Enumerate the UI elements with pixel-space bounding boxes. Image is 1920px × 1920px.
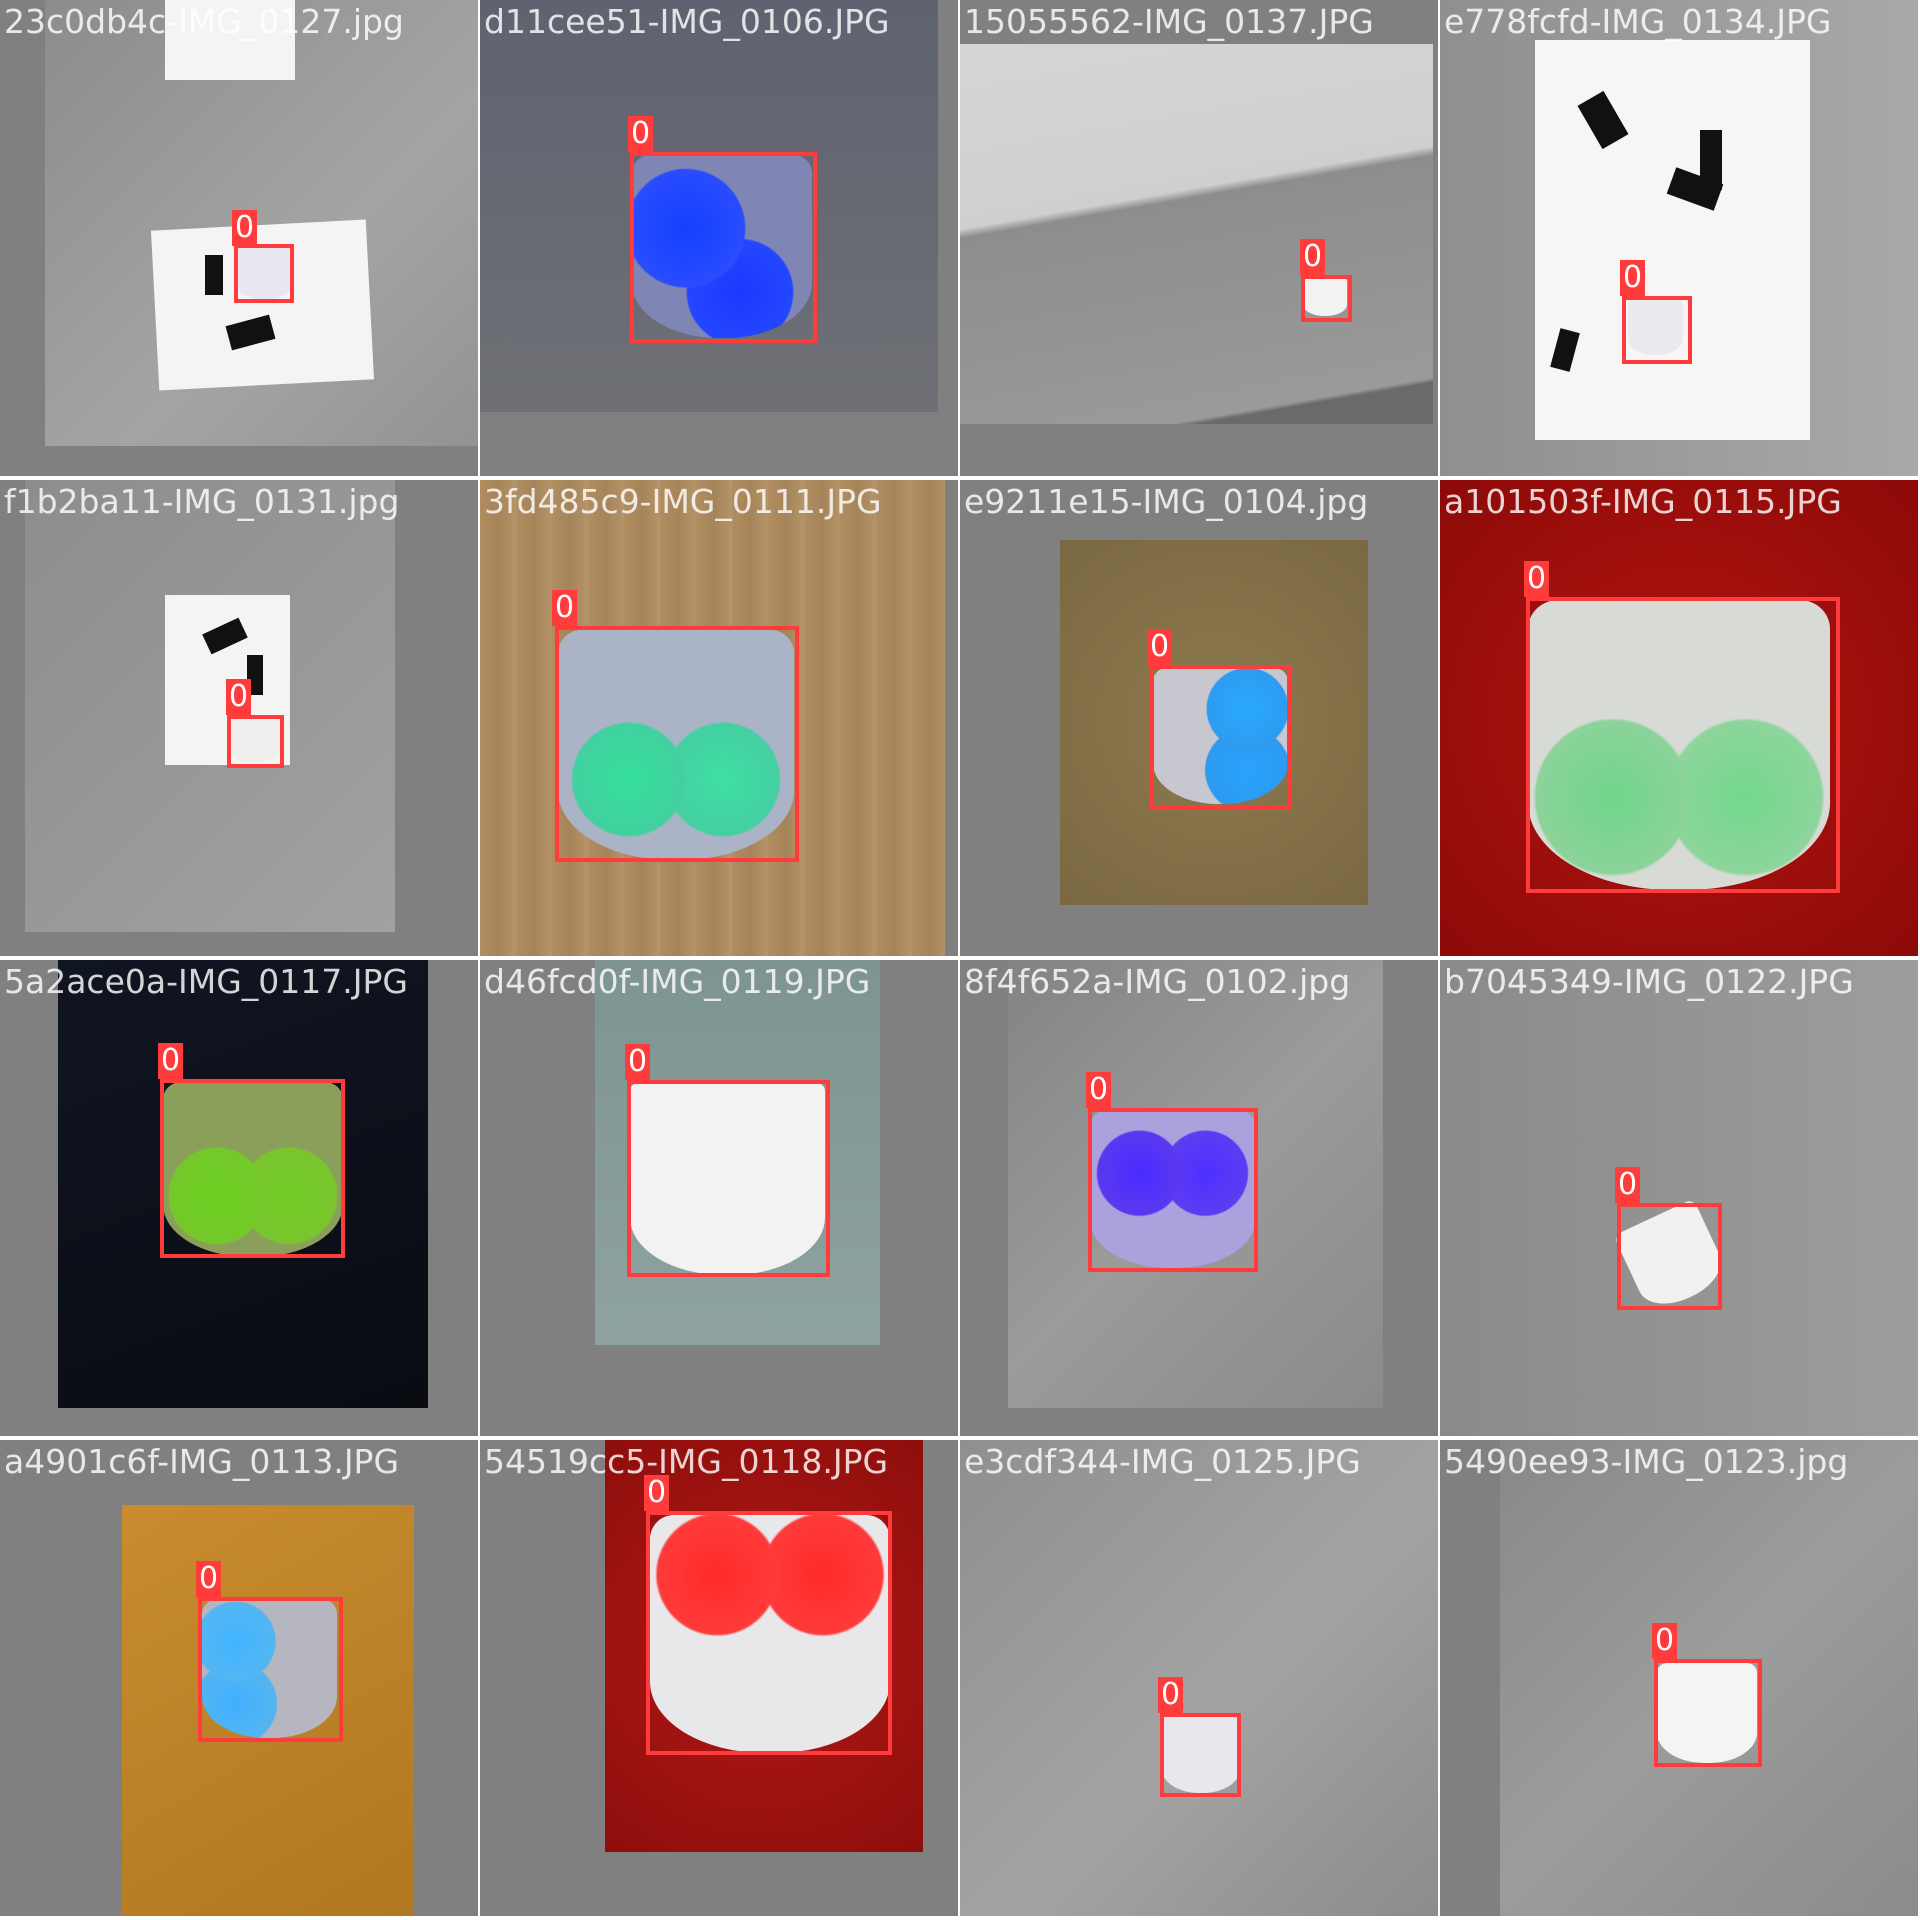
box-label: 0 — [158, 1043, 183, 1079]
bounding-box — [1301, 275, 1352, 322]
image-filename: e9211e15-IMG_0104.jpg — [964, 482, 1368, 522]
image-filename: 5490ee93-IMG_0123.jpg — [1444, 1442, 1848, 1482]
image-tile: 0 15055562-IMG_0137.JPG — [960, 0, 1438, 476]
box-label: 0 — [1652, 1623, 1677, 1659]
bounding-box — [1160, 1713, 1241, 1797]
paper-sheet — [1535, 40, 1810, 440]
image-tile: 0 d46fcd0f-IMG_0119.JPG — [480, 960, 958, 1436]
image-tile: 0 a4901c6f-IMG_0113.JPG — [0, 1440, 478, 1916]
bounding-box — [1617, 1203, 1722, 1310]
box-label: 0 — [196, 1561, 221, 1597]
image-filename: 5a2ace0a-IMG_0117.JPG — [4, 962, 408, 1002]
image-tile: 0 e778fcfd-IMG_0134.JPG — [1440, 0, 1918, 476]
image-filename: a4901c6f-IMG_0113.JPG — [4, 1442, 399, 1482]
box-label: 0 — [232, 210, 257, 246]
photo — [1440, 960, 1918, 1436]
image-tile: 0 54519cc5-IMG_0118.JPG — [480, 1440, 958, 1916]
bounding-box — [1088, 1108, 1258, 1272]
image-tile: 0 23c0db4c-IMG_0127.jpg — [0, 0, 478, 476]
image-filename: e778fcfd-IMG_0134.JPG — [1444, 2, 1831, 42]
image-filename: 8f4f652a-IMG_0102.jpg — [964, 962, 1350, 1002]
box-label: 0 — [1615, 1167, 1640, 1203]
image-tile: 0 e3cdf344-IMG_0125.JPG — [960, 1440, 1438, 1916]
bounding-box — [646, 1511, 892, 1755]
marker-shape — [205, 255, 223, 295]
bounding-box — [1622, 296, 1692, 364]
bounding-box — [227, 715, 284, 768]
image-tile: 0 b7045349-IMG_0122.JPG — [1440, 960, 1918, 1436]
image-tile: 0 d11cee51-IMG_0106.JPG — [480, 0, 958, 476]
image-filename: 15055562-IMG_0137.JPG — [964, 2, 1374, 42]
image-tile: 0 f1b2ba11-IMG_0131.jpg — [0, 480, 478, 956]
box-label: 0 — [1158, 1677, 1183, 1713]
box-label: 0 — [628, 116, 653, 152]
bounding-box — [160, 1079, 345, 1258]
image-tile: 0 5490ee93-IMG_0123.jpg — [1440, 1440, 1918, 1916]
image-filename: b7045349-IMG_0122.JPG — [1444, 962, 1854, 1002]
box-label: 0 — [552, 590, 577, 626]
photo — [960, 44, 1433, 424]
bounding-box — [234, 244, 294, 303]
bounding-box — [630, 152, 817, 343]
box-label: 0 — [1086, 1072, 1111, 1108]
image-tile: 0 e9211e15-IMG_0104.jpg — [960, 480, 1438, 956]
photo — [960, 1440, 1438, 1916]
bounding-box — [1526, 597, 1840, 893]
image-filename: d46fcd0f-IMG_0119.JPG — [484, 962, 870, 1002]
image-filename: 54519cc5-IMG_0118.JPG — [484, 1442, 888, 1482]
image-filename: 23c0db4c-IMG_0127.jpg — [4, 2, 404, 42]
bounding-box — [627, 1080, 830, 1277]
box-label: 0 — [226, 679, 251, 715]
image-filename: e3cdf344-IMG_0125.JPG — [964, 1442, 1361, 1482]
image-filename: d11cee51-IMG_0106.JPG — [484, 2, 890, 42]
bounding-box — [1654, 1659, 1762, 1767]
image-filename: f1b2ba11-IMG_0131.jpg — [4, 482, 399, 522]
image-filename: 3fd485c9-IMG_0111.JPG — [484, 482, 882, 522]
box-label: 0 — [1300, 239, 1325, 275]
image-tile: 0 8f4f652a-IMG_0102.jpg — [960, 960, 1438, 1436]
image-tile: 0 a101503f-IMG_0115.JPG — [1440, 480, 1918, 956]
image-filename: a101503f-IMG_0115.JPG — [1444, 482, 1842, 522]
box-label: 0 — [625, 1044, 650, 1080]
image-tile: 0 3fd485c9-IMG_0111.JPG — [480, 480, 958, 956]
bounding-box — [1150, 665, 1291, 810]
image-tile: 0 5a2ace0a-IMG_0117.JPG — [0, 960, 478, 1436]
bounding-box — [555, 626, 799, 862]
box-label: 0 — [1524, 561, 1549, 597]
box-label: 0 — [1620, 260, 1645, 296]
bounding-box — [198, 1597, 343, 1742]
box-label: 0 — [1147, 629, 1172, 665]
